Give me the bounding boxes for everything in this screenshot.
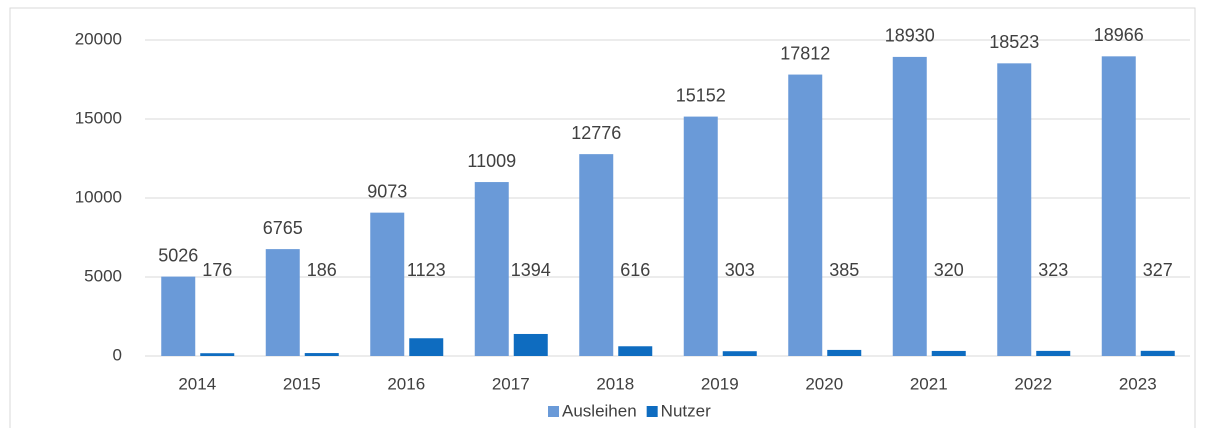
legend-swatch: [646, 406, 658, 417]
y-tick-label: 0: [113, 345, 122, 364]
data-label: 6765: [263, 218, 303, 238]
data-label: 1123: [407, 260, 446, 280]
x-tick-label: 2015: [283, 374, 321, 393]
bar: [892, 56, 927, 356]
bar: [161, 276, 196, 356]
bar: [265, 249, 300, 356]
data-label: 18930: [885, 26, 935, 46]
data-label: 9073: [367, 181, 407, 201]
data-label: 1394: [511, 260, 551, 280]
data-label: 18523: [989, 32, 1039, 52]
x-tick-label: 2022: [1014, 374, 1052, 393]
bar: [579, 154, 614, 356]
chart-frame: [9, 7, 1196, 433]
x-tick-label: 2014: [178, 374, 216, 393]
data-label: 12776: [571, 123, 621, 143]
data-label: 385: [829, 260, 859, 280]
data-label: 320: [934, 260, 964, 280]
bar: [788, 74, 823, 356]
y-tick-label: 20000: [75, 29, 122, 48]
data-label: 303: [725, 260, 755, 280]
bar: [618, 346, 653, 356]
bar: [997, 63, 1032, 356]
bar: [1101, 56, 1136, 357]
x-tick-label: 2016: [387, 374, 425, 393]
y-tick-label: 5000: [84, 266, 122, 285]
x-tick-label: 2018: [596, 374, 634, 393]
bar: [370, 212, 405, 356]
legend-label: Ausleihen: [562, 401, 637, 420]
data-label: 327: [1143, 260, 1173, 280]
bar: [931, 350, 966, 356]
data-label: 5026: [158, 245, 198, 265]
bar: [722, 351, 757, 356]
x-tick-label: 2017: [492, 374, 530, 393]
bar: [827, 349, 862, 356]
x-tick-label: 2019: [701, 374, 739, 393]
data-label: 17812: [780, 43, 830, 63]
x-tick-label: 2023: [1119, 374, 1157, 393]
bar: [409, 338, 444, 356]
bar: [1140, 350, 1175, 356]
bar: [513, 333, 548, 356]
legend-label: Nutzer: [661, 401, 711, 420]
data-label: 15152: [676, 85, 726, 105]
data-label: 186: [307, 260, 337, 280]
bar: [200, 353, 235, 356]
bar: [304, 353, 339, 356]
bar: [683, 116, 718, 357]
legend-swatch: [548, 406, 559, 417]
x-tick-label: 2020: [805, 374, 843, 393]
bar: [1036, 350, 1071, 356]
data-label: 323: [1038, 260, 1068, 280]
data-label: 18966: [1094, 25, 1144, 45]
data-label: 616: [620, 260, 650, 280]
data-label: 176: [202, 260, 232, 280]
data-label: 11009: [467, 151, 516, 171]
bar: [474, 182, 509, 356]
y-tick-label: 15000: [75, 108, 122, 127]
y-tick-label: 10000: [75, 187, 122, 206]
x-tick-label: 2021: [910, 374, 948, 393]
